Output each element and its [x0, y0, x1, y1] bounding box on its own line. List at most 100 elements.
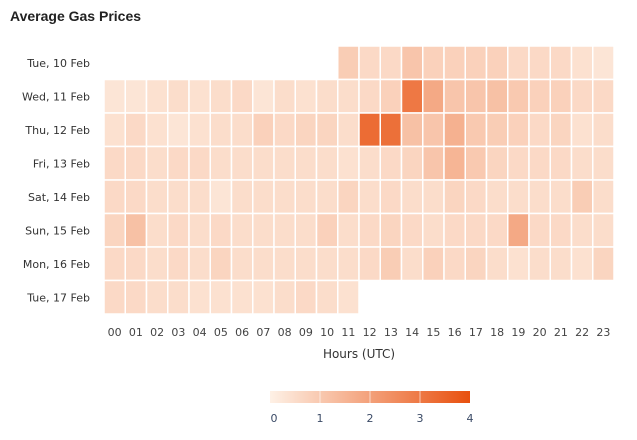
- heatmap-cell: [570, 145, 594, 181]
- heatmap-cell: [379, 45, 403, 81]
- heatmap-cell: [570, 246, 594, 282]
- heatmap-cell: [252, 112, 275, 148]
- x-tick-label: 10: [320, 326, 334, 339]
- x-tick-label: 02: [150, 326, 164, 339]
- heatmap-cell: [230, 112, 254, 148]
- heatmap-cell: [315, 145, 339, 181]
- heatmap-cell: [400, 212, 424, 248]
- heatmap-cell: [592, 45, 615, 81]
- heatmap-cell: [230, 145, 254, 181]
- heatmap-cell: [167, 179, 190, 215]
- heatmap-cell: [337, 212, 360, 248]
- heatmap-cell: [294, 246, 318, 282]
- heatmap-cell: [273, 246, 296, 282]
- heatmap-cell: [230, 279, 254, 315]
- heatmap-cell: [464, 112, 488, 148]
- heatmap-cell: [315, 212, 339, 248]
- x-tick-label: 23: [596, 326, 610, 339]
- heatmap-cell: [252, 212, 275, 248]
- heatmap-cell: [592, 212, 615, 248]
- y-tick-label: Tue, 17 Feb: [26, 291, 90, 304]
- heatmap-cell: [337, 246, 360, 282]
- y-tick-label: Sat, 14 Feb: [28, 191, 90, 204]
- heatmap-cell: [337, 78, 360, 114]
- heatmap-cell: [549, 246, 573, 282]
- heatmap-cell: [188, 279, 211, 315]
- heatmap-cell: [507, 246, 530, 282]
- heatmap-cell: [273, 179, 296, 215]
- heatmap-cell: [315, 179, 339, 215]
- heatmap-cell: [252, 145, 275, 181]
- heatmap-cell: [337, 179, 360, 215]
- heatmap-cell: [273, 212, 296, 248]
- heatmap-cell: [209, 145, 233, 181]
- heatmap-cell: [592, 179, 615, 215]
- heatmap-cell: [294, 212, 318, 248]
- heatmap-cell: [124, 112, 148, 148]
- y-tick-label: Wed, 11 Feb: [22, 90, 90, 103]
- heatmap-cell: [443, 112, 466, 148]
- heatmap-cell: [209, 78, 233, 114]
- heatmap-cell: [549, 78, 573, 114]
- heatmap-cell: [443, 212, 466, 248]
- heatmap-cell: [528, 112, 551, 148]
- heatmap-cell: [230, 212, 254, 248]
- heatmap-cell: [124, 279, 148, 315]
- heatmap-cell: [400, 78, 424, 114]
- heatmap-cell: [188, 179, 211, 215]
- heatmap-cell: [145, 78, 169, 114]
- heatmap-cell: [379, 212, 403, 248]
- y-tick-label: Sun, 15 Feb: [25, 224, 90, 237]
- heatmap-cell: [485, 112, 509, 148]
- heatmap-cell: [549, 145, 573, 181]
- heatmap-cell: [145, 212, 169, 248]
- heatmap-cell: [464, 212, 488, 248]
- heatmap-cell: [400, 112, 424, 148]
- heatmap-cell: [400, 246, 424, 282]
- heatmap-cell: [145, 145, 169, 181]
- heatmap-cell: [358, 246, 381, 282]
- x-tick-label: 19: [511, 326, 525, 339]
- y-tick-label: Fri, 13 Feb: [33, 157, 90, 170]
- heatmap-cell: [528, 45, 551, 81]
- x-tick-label: 15: [426, 326, 440, 339]
- x-tick-label: 07: [256, 326, 270, 339]
- heatmap-cell: [315, 246, 339, 282]
- heatmap-cell: [273, 112, 296, 148]
- heatmap-cell: [443, 145, 466, 181]
- heatmap-cell: [167, 279, 190, 315]
- heatmap-cell: [443, 246, 466, 282]
- x-tick-label: 08: [278, 326, 292, 339]
- heatmap-cell: [570, 45, 594, 81]
- heatmap-cell: [273, 78, 296, 114]
- heatmap-cell: [103, 112, 126, 148]
- heatmap-cell: [422, 45, 445, 81]
- heatmap-cell: [188, 246, 211, 282]
- heatmap-cell: [528, 246, 551, 282]
- heatmap-cell: [485, 246, 509, 282]
- heatmap-cell: [464, 246, 488, 282]
- heatmap-cell: [358, 145, 381, 181]
- heatmap-cell: [167, 112, 190, 148]
- heatmap-cell: [507, 112, 530, 148]
- x-tick-label: 16: [448, 326, 462, 339]
- heatmap-cell: [379, 246, 403, 282]
- heatmap-cell: [145, 179, 169, 215]
- heatmap-cell: [167, 145, 190, 181]
- heatmap-cell: [400, 179, 424, 215]
- x-tick-label: 09: [299, 326, 313, 339]
- x-tick-label: 03: [171, 326, 185, 339]
- x-tick-label: 21: [554, 326, 568, 339]
- heatmap-cell: [549, 212, 573, 248]
- heatmap-cell: [528, 212, 551, 248]
- heatmap-cell: [209, 279, 233, 315]
- heatmap-cell: [294, 78, 318, 114]
- legend-tick-label: 4: [467, 412, 474, 425]
- heatmap-cell: [273, 145, 296, 181]
- x-tick-label: 00: [108, 326, 122, 339]
- x-tick-label: 14: [405, 326, 419, 339]
- heatmap-cell: [570, 179, 594, 215]
- heatmap-cell: [209, 179, 233, 215]
- heatmap-cell: [507, 212, 530, 248]
